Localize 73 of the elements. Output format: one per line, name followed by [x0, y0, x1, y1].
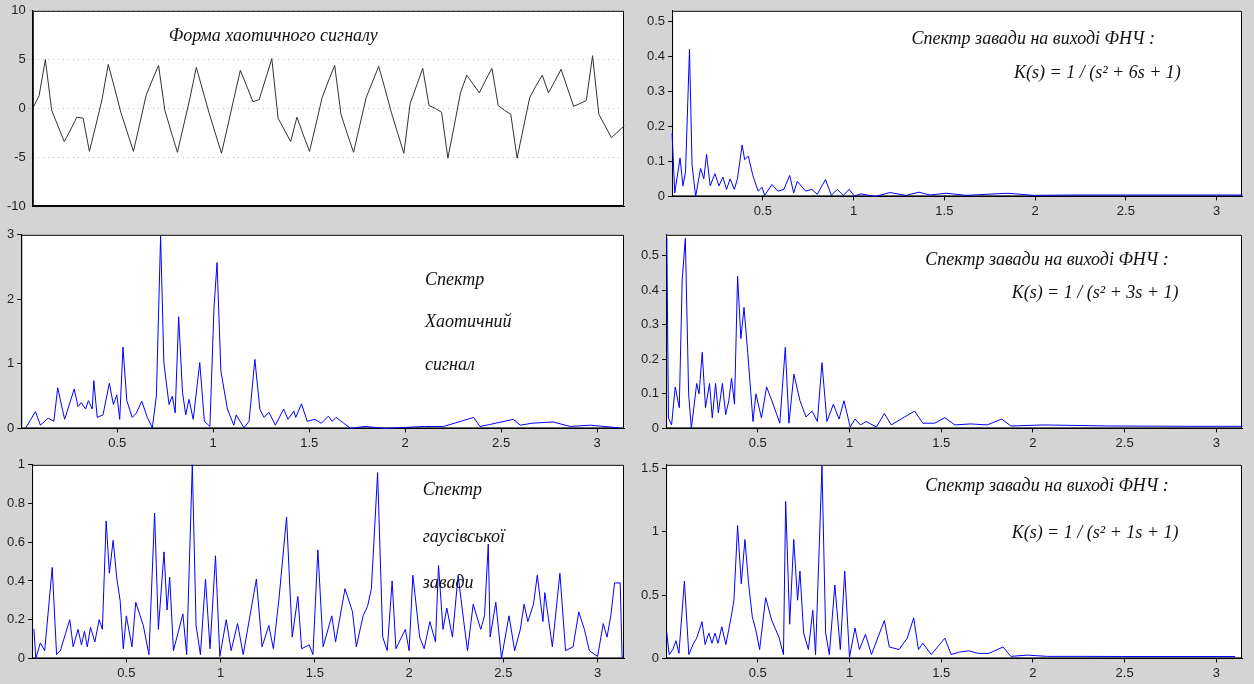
y-tick-label: 0.1 [640, 385, 660, 401]
x-tick-label: 2.5 [1115, 434, 1134, 450]
y-tick-label: 0.5 [646, 12, 666, 28]
y-tick-label: 1 [17, 456, 26, 472]
annotation: Форма хаотичного сигналу [168, 25, 378, 46]
annotation: гаусівської [422, 525, 505, 546]
x-tick-label: 2.5 [1116, 202, 1135, 218]
annotation: Спектр [425, 268, 485, 289]
y-tick-label: 0 [657, 187, 666, 203]
y-tick-label: 0.5 [640, 247, 660, 263]
x-tick-label: 1 [849, 202, 858, 218]
x-tick-label: 2 [1029, 434, 1037, 450]
x-tick-label: 1 [209, 434, 217, 450]
x-tick-label: 2 [1031, 202, 1039, 218]
y-tick-label: 10 [11, 2, 26, 18]
x-tick-label: 0.5 [753, 202, 772, 218]
y-tick-label: 1 [651, 523, 660, 539]
x-tick-label: 1 [216, 664, 225, 680]
y-tick-label: 1.5 [640, 460, 660, 476]
y-tick-label: 1 [7, 355, 15, 371]
y-tick-label: 0.3 [640, 316, 660, 332]
x-tick-label: 3 [1212, 664, 1220, 680]
x-tick-label: 0.5 [117, 664, 136, 680]
x-tick-label: 0.5 [748, 664, 767, 680]
y-tick-label: 0.1 [646, 152, 666, 168]
y-tick-label: 0 [18, 99, 26, 115]
annotation: K(s) = 1 / (s² + 3s + 1) [1011, 282, 1179, 303]
x-tick-label: 2.5 [492, 434, 511, 450]
y-tick-label: -10 [6, 197, 26, 213]
y-tick-label: 0 [17, 649, 26, 665]
annotation: Спектр завади на виході ФНЧ : [911, 28, 1155, 49]
x-tick-label: 0.5 [108, 434, 127, 450]
annotation: Хаотичний [425, 311, 512, 332]
y-tick-label: 0.4 [6, 572, 26, 588]
y-tick-label: 0 [651, 419, 660, 435]
y-tick-label: 0.2 [640, 350, 660, 366]
x-tick-label: 2.5 [494, 664, 513, 680]
y-tick-label: 0.3 [646, 82, 666, 98]
x-tick-label: 1.5 [300, 434, 319, 450]
x-tick-label: 3 [593, 434, 601, 450]
y-tick-label: 0 [651, 649, 660, 665]
annotation: сигнал [425, 353, 475, 374]
x-tick-label: 1.5 [932, 664, 951, 680]
x-tick-label: 2 [1029, 664, 1037, 680]
y-tick-label: 0.2 [6, 611, 26, 627]
x-tick-label: 3 [593, 664, 602, 680]
annotation: Спектр [422, 479, 482, 500]
y-tick-label: 0.6 [6, 533, 26, 549]
x-tick-label: 3 [1212, 434, 1220, 450]
annotation: K(s) = 1 / (s² + 1s + 1) [1011, 521, 1179, 542]
x-tick-label: 1 [845, 664, 854, 680]
x-tick-label: 1.5 [935, 202, 954, 218]
y-tick-label: 0.5 [640, 586, 660, 602]
annotation: Спектр завади на виході ФНЧ : [925, 249, 1169, 270]
y-tick-label: 5 [18, 51, 26, 67]
x-tick-label: 2 [401, 434, 409, 450]
x-tick-label: 1.5 [932, 434, 951, 450]
x-tick-label: 0.5 [748, 434, 767, 450]
x-tick-label: 1.5 [305, 664, 324, 680]
y-tick-label: 0.4 [640, 281, 660, 297]
y-tick-label: 0.8 [6, 495, 26, 511]
y-tick-label: -5 [14, 148, 26, 164]
x-tick-label: 2 [405, 664, 413, 680]
y-tick-label: 2 [7, 290, 15, 306]
annotation: Спектр завади на виході ФНЧ : [925, 475, 1169, 496]
y-tick-label: 0.4 [646, 47, 666, 63]
x-tick-label: 1 [845, 434, 854, 450]
y-tick-label: 0 [7, 419, 15, 435]
x-tick-label: 2.5 [1115, 664, 1134, 680]
annotation: K(s) = 1 / (s² + 6s + 1) [1014, 61, 1181, 82]
y-tick-label: 3 [7, 226, 15, 242]
x-tick-label: 3 [1212, 202, 1221, 218]
y-tick-label: 0.2 [646, 117, 666, 133]
